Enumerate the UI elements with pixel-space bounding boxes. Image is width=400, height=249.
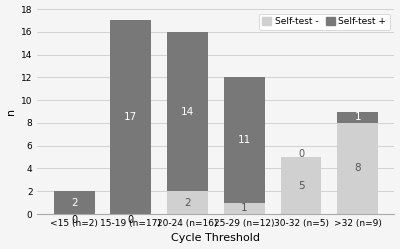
Bar <box>337 123 378 214</box>
Bar <box>281 157 322 214</box>
Text: 14: 14 <box>181 107 194 117</box>
Bar <box>224 203 265 214</box>
Text: 5: 5 <box>298 181 304 190</box>
Text: 8: 8 <box>354 164 361 174</box>
Bar <box>167 191 208 214</box>
Bar <box>54 191 94 214</box>
X-axis label: Cycle Threshold: Cycle Threshold <box>172 234 260 244</box>
Bar <box>167 32 208 191</box>
Text: 0: 0 <box>128 215 134 225</box>
Bar <box>337 112 378 123</box>
Bar <box>224 77 265 203</box>
Text: 0: 0 <box>71 215 77 225</box>
Legend: Self-test -, Self-test +: Self-test -, Self-test + <box>259 13 390 30</box>
Text: 17: 17 <box>124 112 138 122</box>
Text: 2: 2 <box>71 198 78 208</box>
Text: 0: 0 <box>298 149 304 159</box>
Bar <box>110 20 151 214</box>
Text: 1: 1 <box>241 203 248 213</box>
Text: 2: 2 <box>184 198 191 208</box>
Y-axis label: n: n <box>6 108 16 115</box>
Text: 1: 1 <box>354 112 361 122</box>
Text: 11: 11 <box>238 135 251 145</box>
